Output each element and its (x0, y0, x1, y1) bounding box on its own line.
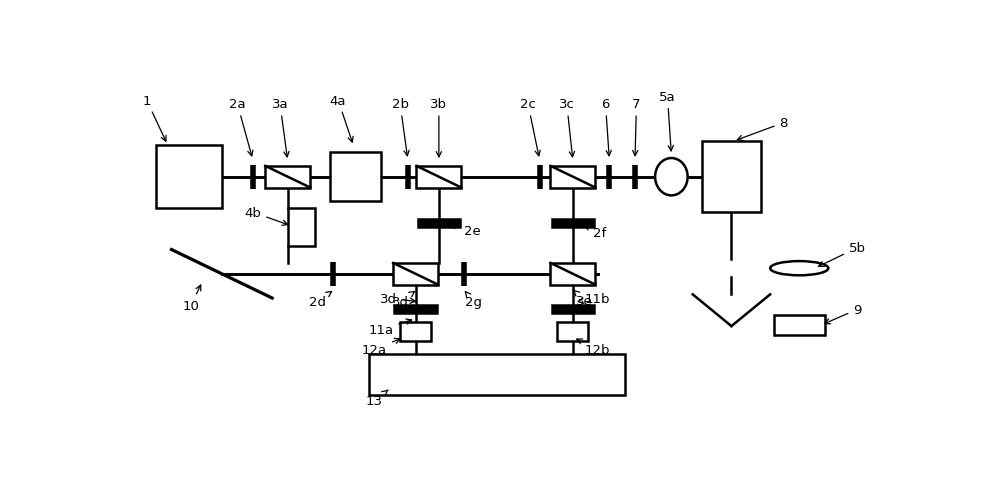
Bar (330, 153, 381, 201)
Text: 2b: 2b (392, 98, 409, 156)
Text: 4b: 4b (244, 206, 288, 226)
Bar (288, 209, 315, 246)
Text: 3b: 3b (430, 98, 447, 157)
Bar (550, 166, 595, 188)
Text: 2c: 2c (520, 98, 540, 156)
Text: 12a: 12a (362, 339, 400, 356)
Bar (394, 305, 437, 314)
Text: 5b: 5b (819, 242, 866, 267)
Text: 2d: 2d (309, 292, 332, 309)
Text: 4a: 4a (330, 94, 353, 143)
Text: 8: 8 (737, 117, 788, 141)
Ellipse shape (655, 159, 688, 196)
Bar (552, 220, 594, 228)
Text: 7: 7 (632, 98, 641, 156)
Text: 3e: 3e (573, 290, 593, 307)
Bar (552, 305, 594, 314)
Text: 3c: 3c (559, 98, 575, 158)
Text: 11b: 11b (578, 292, 610, 305)
Text: 5a: 5a (659, 91, 676, 151)
Bar (418, 220, 460, 228)
Text: 13: 13 (366, 390, 388, 408)
Bar (557, 323, 588, 341)
Text: 6: 6 (601, 98, 611, 156)
Bar (369, 354, 625, 395)
Text: 10: 10 (182, 286, 201, 312)
Bar (550, 263, 595, 285)
Text: 12b: 12b (577, 339, 610, 356)
Text: 2g: 2g (465, 292, 482, 309)
Bar (400, 323, 431, 341)
Bar (774, 315, 825, 336)
Bar (393, 263, 438, 285)
Text: 2a: 2a (229, 98, 253, 156)
Text: 2f: 2f (584, 226, 607, 240)
Text: 11a: 11a (368, 319, 412, 337)
Bar (416, 166, 461, 188)
Text: 1: 1 (142, 94, 166, 142)
Text: 3d: 3d (392, 292, 415, 309)
Text: 3a: 3a (272, 98, 289, 158)
Text: 3d: 3d (380, 292, 415, 305)
Ellipse shape (770, 261, 828, 276)
Bar (265, 166, 310, 188)
Text: 9: 9 (825, 303, 862, 324)
Bar (156, 146, 222, 209)
Text: 2e: 2e (451, 224, 481, 238)
Bar (702, 142, 761, 213)
